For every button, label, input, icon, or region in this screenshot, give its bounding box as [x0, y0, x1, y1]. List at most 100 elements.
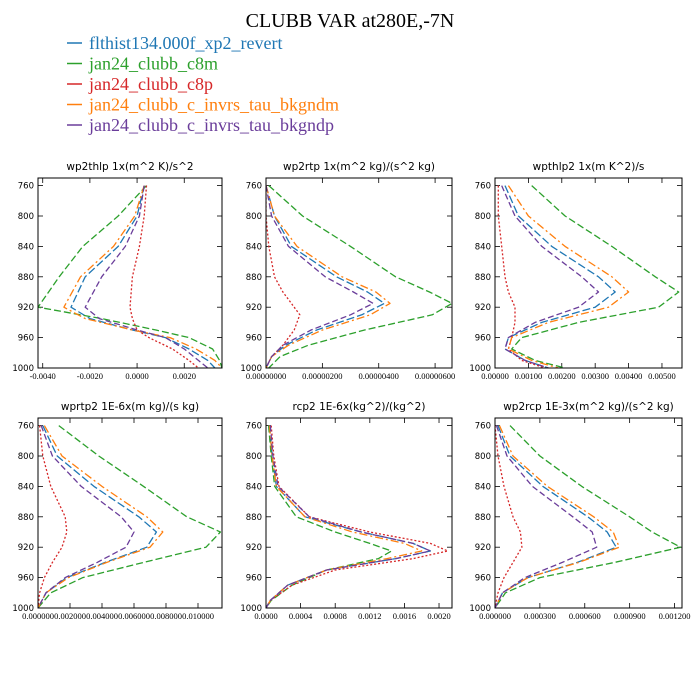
plot-frame: [37, 177, 223, 369]
y-tick-label: 920: [475, 543, 491, 553]
series-line: [38, 425, 135, 608]
y-tick-label: 800: [475, 212, 491, 222]
series-line: [266, 185, 374, 368]
panels: wp2thlp 1x(m^2 K)/s^2 760 800 840 880 920 960 1…: [12, 161, 690, 621]
y-tick-label: 840: [246, 242, 262, 252]
series-line: [266, 185, 386, 368]
panel-title: wp2rtp 1x(m^2 kg)/(s^2 kg): [283, 161, 435, 173]
series-line: [38, 185, 222, 368]
y-tick-label: 960: [475, 334, 491, 344]
x-tick-label: 0.00000200: [302, 371, 342, 381]
y-tick-label: 1000: [12, 604, 34, 614]
plot-frame: [494, 177, 683, 369]
x-tick-label: 0.004000: [86, 611, 118, 621]
x-tick-label: 0.00000400: [359, 371, 399, 381]
legend-entry: jan24_clubb_c8p: [67, 74, 213, 94]
x-tick-label: 0.00100: [515, 371, 543, 381]
series-line: [495, 425, 523, 608]
panel: wpthlp2 1x(m K^2)/s 760 800 840 880 920 960 100…: [469, 161, 683, 381]
y-tick-label: 840: [475, 482, 491, 492]
series-group: [266, 185, 452, 368]
y-tick-label: 880: [18, 513, 34, 523]
y-tick-label: 1000: [240, 604, 262, 614]
panel: wp2rtp 1x(m^2 kg)/(s^2 kg) 760 800 840 880 92…: [240, 161, 455, 381]
x-tick-label: 0.0012: [358, 611, 381, 621]
y-tick-label: 840: [246, 482, 262, 492]
legend-entry: jan24_clubb_c_invrs_tau_bkgndp: [67, 115, 334, 135]
y-tick-label: 880: [475, 273, 491, 283]
series-line: [266, 425, 432, 608]
x-tick-label: 0.00000: [481, 371, 509, 381]
series-group: [266, 425, 449, 608]
x-tick-label: 0.006000: [118, 611, 150, 621]
y-tick-label: 920: [18, 543, 34, 553]
figure-title: CLUBB VAR at280E,-7N: [246, 10, 455, 32]
y-tick-label: 880: [18, 273, 34, 283]
series-line: [495, 425, 682, 608]
y-tick-label: 880: [246, 273, 262, 283]
y-tick-label: 760: [18, 182, 34, 192]
x-tick-label: 0.00000000: [246, 371, 286, 381]
series-line: [507, 185, 630, 368]
x-tick-label: 0.0004: [289, 611, 313, 621]
legend-label: jan24_clubb_c8m: [88, 54, 218, 74]
series-line: [504, 185, 616, 368]
legend-entry: jan24_clubb_c_invrs_tau_bkgndm: [67, 95, 339, 115]
x-tick-label: 0.00000600: [415, 371, 455, 381]
y-tick-label: 1000: [240, 364, 262, 374]
y-tick-label: 920: [246, 303, 262, 313]
legend-label: jan24_clubb_c_invrs_tau_bkgndm: [88, 95, 339, 115]
plot-frame: [494, 417, 683, 609]
series-line: [63, 185, 222, 368]
y-tick-label: 960: [18, 574, 34, 584]
legend-label: flthist134.000f_xp2_revert: [89, 33, 282, 53]
series-line: [84, 185, 209, 368]
x-tick-label: 0.0020: [173, 371, 196, 381]
x-tick-label: 0.00500: [648, 371, 676, 381]
panel: rcp2 1E-6x(kg^2)/(kg^2) 760 800 840 880 920 96…: [240, 401, 453, 621]
series-line: [38, 425, 222, 608]
series-line: [266, 185, 391, 368]
y-tick-label: 880: [475, 513, 491, 523]
legend-entry: jan24_clubb_c8m: [67, 54, 218, 74]
x-tick-label: 0.0016: [393, 611, 416, 621]
plot-frame: [265, 417, 453, 609]
series-line: [501, 185, 600, 368]
x-tick-label: -0.0040: [30, 371, 56, 381]
x-tick-label: 0.0008: [324, 611, 347, 621]
panel-title: wpthlp2 1x(m K^2)/s: [533, 161, 645, 173]
x-tick-label: 0.000600: [569, 611, 601, 621]
series-line: [38, 425, 68, 608]
series-line: [38, 425, 158, 608]
plot-frame: [37, 417, 223, 609]
plot-frame: [265, 177, 453, 369]
legend: flthist134.000f_xp2_revertjan24_clubb_c8…: [67, 33, 339, 135]
y-tick-label: 880: [246, 513, 262, 523]
y-tick-label: 1000: [469, 604, 491, 614]
y-tick-label: 800: [246, 452, 262, 462]
panel-title: wp2rcp 1E-3x(m^2 kg)/(s^2 kg): [503, 401, 674, 413]
panel: wprtp2 1E-6x(m kg)/(s kg) 760 800 840 880 920…: [12, 401, 223, 621]
y-tick-label: 800: [18, 452, 34, 462]
x-tick-label: 0.0020: [427, 611, 450, 621]
y-tick-label: 760: [18, 422, 34, 432]
series-line: [268, 185, 452, 368]
y-tick-label: 920: [475, 303, 491, 313]
x-tick-label: 0.00300: [581, 371, 609, 381]
series-line: [497, 185, 546, 368]
panel: wp2thlp 1x(m^2 K)/s^2 760 800 840 880 920 960 1…: [12, 161, 223, 381]
x-tick-label: -0.0020: [77, 371, 103, 381]
x-tick-label: 0.0000: [125, 371, 148, 381]
y-tick-label: 800: [246, 212, 262, 222]
series-group: [38, 185, 222, 368]
series-line: [129, 185, 199, 368]
panel-title: wp2thlp 1x(m^2 K)/s^2: [66, 161, 193, 173]
panel-title: wprtp2 1E-6x(m kg)/(s kg): [61, 401, 199, 413]
y-tick-label: 840: [475, 242, 491, 252]
y-tick-label: 840: [18, 242, 34, 252]
series-line: [70, 185, 216, 368]
y-tick-label: 1000: [12, 364, 34, 374]
series-line: [38, 425, 164, 608]
series-group: [497, 185, 680, 368]
legend-entry: flthist134.000f_xp2_revert: [67, 33, 282, 53]
